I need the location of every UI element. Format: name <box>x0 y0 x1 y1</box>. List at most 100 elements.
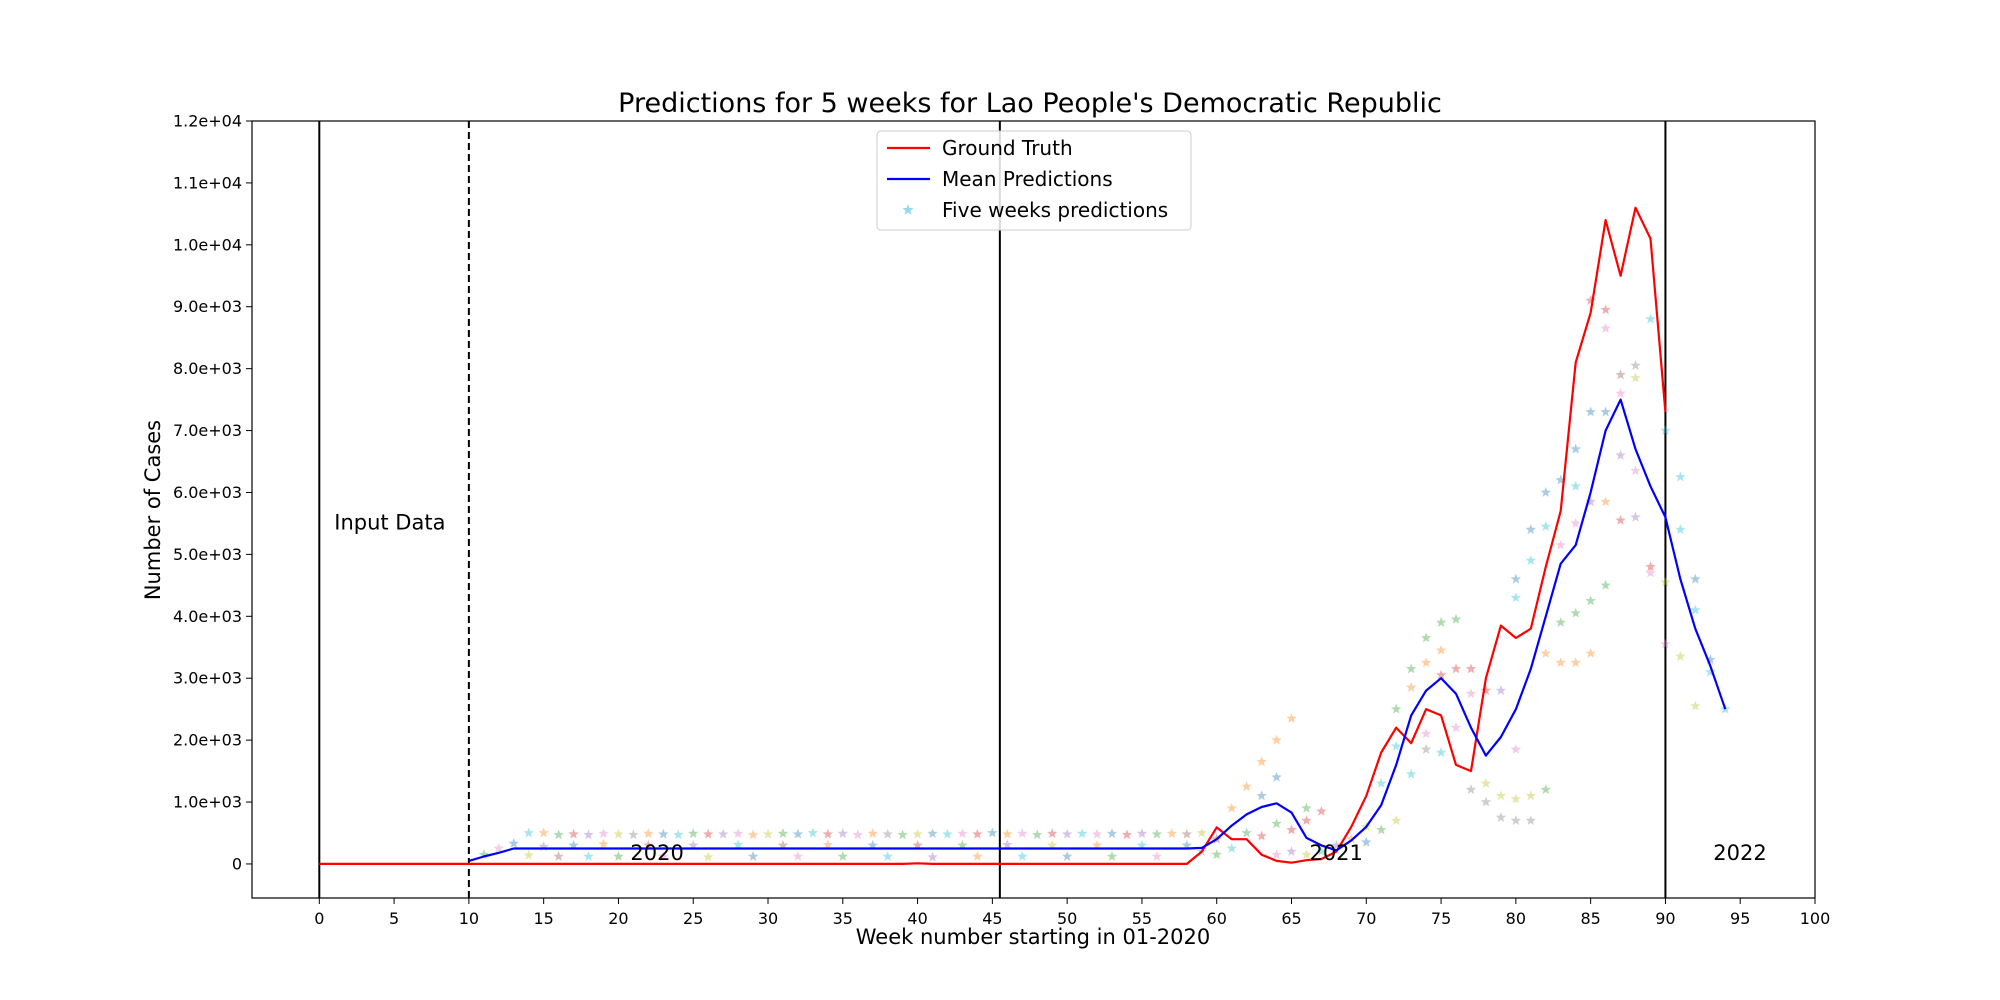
prediction-star <box>1675 524 1686 535</box>
legend-five-weeks-label: Five weeks predictions <box>942 198 1168 222</box>
annotation-text: 2021 <box>1309 841 1362 865</box>
y-tick-label: 6.0e+03 <box>173 483 242 502</box>
prediction-star <box>1495 685 1507 696</box>
prediction-star <box>613 851 624 861</box>
prediction-star <box>1630 465 1641 476</box>
x-tick-label: 50 <box>1057 909 1077 928</box>
prediction-star <box>1465 688 1477 699</box>
series-lines <box>319 206 1727 866</box>
prediction-star <box>1376 824 1387 835</box>
prediction-star <box>747 829 759 840</box>
prediction-star <box>1017 828 1028 839</box>
prediction-star <box>598 828 609 839</box>
prediction-star <box>1166 828 1178 839</box>
prediction-star <box>1181 839 1193 850</box>
prediction-star <box>1570 657 1581 668</box>
prediction-star <box>1660 576 1671 587</box>
prediction-star <box>1316 805 1327 816</box>
prediction-star <box>658 851 669 861</box>
x-tick-label: 70 <box>1356 909 1376 928</box>
x-tick-label: 80 <box>1506 909 1526 928</box>
annotations: Input Data 2020 2021 2022 <box>334 511 1766 866</box>
prediction-star <box>837 828 849 839</box>
prediction-star <box>1690 604 1701 615</box>
prediction-star <box>1435 747 1447 757</box>
prediction-star <box>1570 607 1581 618</box>
prediction-star <box>1390 703 1402 714</box>
prediction-star <box>1376 777 1387 788</box>
x-tick-label: 0 <box>314 909 324 928</box>
prediction-star <box>942 828 953 839</box>
prediction-star <box>1495 790 1507 801</box>
y-tick-label: 1.0e+04 <box>173 235 242 254</box>
prediction-star <box>1331 839 1342 850</box>
prediction-star <box>1615 449 1626 460</box>
prediction-star <box>1630 360 1641 370</box>
prediction-star <box>1510 815 1522 826</box>
prediction-star <box>1600 304 1611 315</box>
x-tick-label: 100 <box>1800 909 1831 928</box>
prediction-star <box>1211 849 1222 860</box>
prediction-star <box>1585 496 1596 507</box>
prediction-star <box>792 828 804 839</box>
prediction-star <box>628 829 639 840</box>
prediction-star <box>508 838 519 848</box>
chart-title: Predictions for 5 weeks for Lao People's… <box>618 88 1442 119</box>
prediction-star <box>912 839 923 850</box>
y-tick-label: 1.1e+04 <box>173 173 242 192</box>
x-tick-label: 40 <box>907 909 927 928</box>
prediction-star <box>1316 846 1327 857</box>
prediction-star <box>1600 579 1611 590</box>
prediction-star <box>1271 734 1282 745</box>
prediction-star <box>1241 827 1252 838</box>
prediction-star <box>1570 517 1581 528</box>
x-tick-label: 75 <box>1431 909 1451 928</box>
prediction-star <box>1301 849 1312 860</box>
prediction-star <box>1675 651 1686 661</box>
prediction-star <box>1420 657 1432 668</box>
prediction-star <box>538 827 549 838</box>
prediction-star <box>897 829 908 840</box>
prediction-star <box>867 839 878 850</box>
prediction-star <box>822 839 834 850</box>
prediction-star <box>1286 824 1297 835</box>
prediction-star <box>553 829 564 840</box>
y-tick-label: 7.0e+03 <box>173 421 242 440</box>
prediction-star <box>1675 471 1686 482</box>
prediction-star <box>1405 682 1417 692</box>
prediction-star <box>1495 812 1507 822</box>
prediction-star <box>1630 511 1641 522</box>
legend: Ground Truth Mean Predictions Five weeks… <box>876 130 1192 231</box>
plot-area-frame <box>251 120 1816 899</box>
prediction-star <box>1106 828 1118 839</box>
x-tick-label: 30 <box>758 909 778 928</box>
prediction-star <box>852 829 863 840</box>
prediction-star <box>1076 828 1088 839</box>
prediction-star <box>583 829 594 840</box>
prediction-star <box>1405 768 1417 779</box>
prediction-star <box>1002 839 1013 850</box>
prediction-star <box>1271 771 1282 782</box>
x-tick-label: 95 <box>1730 909 1750 928</box>
prediction-star <box>702 828 714 839</box>
prediction-star <box>807 827 819 838</box>
prediction-star <box>717 828 729 839</box>
prediction-star <box>1405 663 1417 674</box>
prediction-star <box>1555 657 1566 668</box>
prediction-star <box>1525 555 1537 566</box>
prediction-star <box>673 829 684 840</box>
y-tick-label: 5.0e+03 <box>173 545 242 564</box>
prediction-star <box>912 828 923 839</box>
prediction-star <box>643 828 654 839</box>
prediction-star <box>1630 372 1641 383</box>
prediction-star <box>1450 663 1462 674</box>
prediction-star <box>1510 793 1522 804</box>
prediction-star <box>957 828 968 839</box>
prediction-star <box>1271 818 1282 829</box>
prediction-star <box>1615 369 1626 380</box>
prediction-star <box>1705 666 1716 677</box>
prediction-star <box>1390 815 1402 826</box>
prediction-star <box>1061 828 1073 839</box>
x-tick-label: 45 <box>982 909 1002 928</box>
x-tick-label: 35 <box>833 909 853 928</box>
